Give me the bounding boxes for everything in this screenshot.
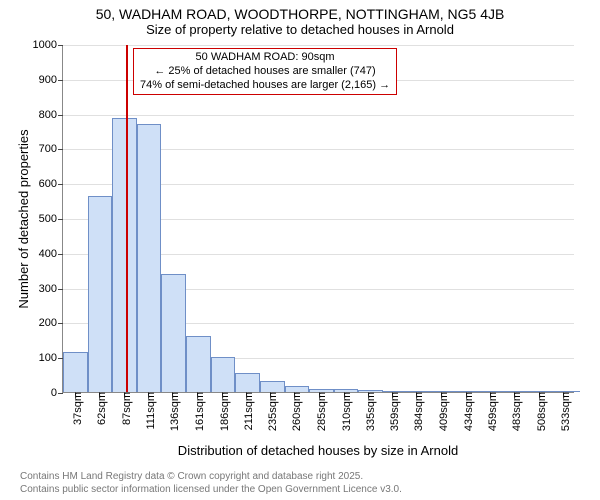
histogram-bar bbox=[235, 373, 260, 392]
histogram-bar bbox=[260, 381, 285, 392]
xtick-label: 37sqm bbox=[66, 392, 84, 425]
xtick-label: 62sqm bbox=[90, 392, 108, 425]
marker-line bbox=[126, 45, 128, 392]
gridline bbox=[63, 115, 574, 116]
xtick-label: 161sqm bbox=[188, 392, 206, 431]
xtick-label: 508sqm bbox=[530, 392, 548, 431]
ytick-label: 300 bbox=[39, 283, 63, 295]
ytick-label: 600 bbox=[39, 178, 63, 190]
attribution-line1: Contains HM Land Registry data © Crown c… bbox=[20, 471, 402, 484]
histogram-bar bbox=[161, 274, 186, 392]
title-address: 50, WADHAM ROAD, WOODTHORPE, NOTTINGHAM,… bbox=[0, 6, 600, 22]
xtick-label: 260sqm bbox=[285, 392, 303, 431]
y-axis-label: Number of detached properties bbox=[16, 129, 31, 308]
attribution-text: Contains HM Land Registry data © Crown c… bbox=[20, 471, 402, 496]
xtick-label: 285sqm bbox=[310, 392, 328, 431]
attribution-line2: Contains public sector information licen… bbox=[20, 484, 402, 497]
histogram-bar bbox=[63, 352, 88, 392]
ytick-label: 200 bbox=[39, 317, 63, 329]
callout-line: ← 25% of detached houses are smaller (74… bbox=[140, 65, 390, 79]
callout-line: 50 WADHAM ROAD: 90sqm bbox=[140, 51, 390, 65]
ytick-label: 500 bbox=[39, 213, 63, 225]
plot-area: 0100200300400500600700800900100037sqm62s… bbox=[62, 45, 574, 393]
callout-line: 74% of semi-detached houses are larger (… bbox=[140, 79, 390, 93]
xtick-label: 136sqm bbox=[163, 392, 181, 431]
xtick-label: 111sqm bbox=[139, 392, 157, 430]
xtick-label: 533sqm bbox=[554, 392, 572, 431]
ytick-label: 0 bbox=[51, 387, 63, 399]
xtick-label: 186sqm bbox=[213, 392, 231, 431]
gridline bbox=[63, 45, 574, 46]
histogram-bar bbox=[186, 336, 211, 392]
ytick-label: 1000 bbox=[33, 39, 63, 51]
ytick-label: 900 bbox=[39, 74, 63, 86]
xtick-label: 335sqm bbox=[359, 392, 377, 431]
ytick-label: 800 bbox=[39, 109, 63, 121]
histogram-bar bbox=[88, 196, 113, 392]
xtick-label: 359sqm bbox=[383, 392, 401, 431]
ytick-label: 700 bbox=[39, 143, 63, 155]
histogram-bar bbox=[112, 118, 137, 392]
chart-title: 50, WADHAM ROAD, WOODTHORPE, NOTTINGHAM,… bbox=[0, 0, 600, 37]
xtick-label: 310sqm bbox=[335, 392, 353, 431]
xtick-label: 87sqm bbox=[115, 392, 133, 425]
callout-box: 50 WADHAM ROAD: 90sqm← 25% of detached h… bbox=[133, 48, 397, 95]
xtick-label: 483sqm bbox=[505, 392, 523, 431]
xtick-label: 235sqm bbox=[261, 392, 279, 431]
chart-container: 50, WADHAM ROAD, WOODTHORPE, NOTTINGHAM,… bbox=[0, 0, 600, 500]
title-subtitle: Size of property relative to detached ho… bbox=[0, 22, 600, 37]
ytick-label: 400 bbox=[39, 248, 63, 260]
histogram-bar bbox=[137, 124, 162, 392]
x-axis-label: Distribution of detached houses by size … bbox=[178, 443, 458, 458]
xtick-label: 211sqm bbox=[237, 392, 255, 430]
xtick-label: 409sqm bbox=[432, 392, 450, 431]
xtick-label: 459sqm bbox=[481, 392, 499, 431]
ytick-label: 100 bbox=[39, 352, 63, 364]
histogram-bar bbox=[211, 357, 236, 392]
xtick-label: 384sqm bbox=[407, 392, 425, 431]
xtick-label: 434sqm bbox=[457, 392, 475, 431]
